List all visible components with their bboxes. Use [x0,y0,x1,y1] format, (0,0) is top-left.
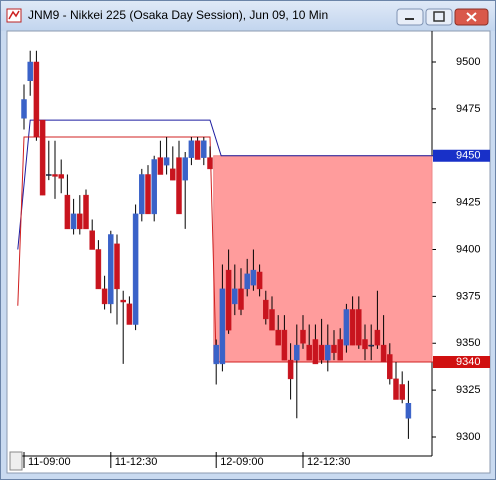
candle-body [374,329,381,346]
candle-body [83,194,89,230]
candle-body [405,403,412,419]
candle-body [52,174,58,177]
maximize-glyph [433,11,445,22]
candle-body [300,329,306,344]
plot: 9300 9325 9350 9375 9400 9425 9450 9475 9500 11-0… [17,50,490,468]
candle-body [337,339,343,361]
candle-body [64,194,71,230]
candle-body [306,344,312,361]
candle-body [188,140,195,158]
candle-body [157,157,164,175]
candle-body [139,174,145,215]
candle-body [325,344,331,361]
candle-body [349,309,356,346]
candle-body [368,344,374,347]
price-marker [433,149,490,162]
candle-body [213,344,219,365]
candle-body [244,273,250,290]
candle-body [145,174,151,215]
x-tick-label: 12-09:00 [220,456,263,468]
candle-body [207,157,213,170]
candle-body [126,303,133,325]
candle-body [132,213,139,325]
x-tick-label: 11-09:00 [28,456,71,468]
candle-body [101,288,108,305]
x-tick-label: 11-12:30 [115,456,158,468]
candle-body [58,174,64,179]
y-tick-label: 9300 [456,431,480,443]
candle-body [46,174,52,176]
y-tick-label: 9425 [456,197,480,209]
window-title: JNM9 - Nikkei 225 (Osaka Day Session), J… [28,8,328,22]
zone [213,155,433,363]
y-tick-label: 9350 [456,337,480,349]
close-glyph [466,12,477,22]
candle-body [362,339,368,350]
maximize-button[interactable] [425,8,453,26]
candle-body [77,213,83,230]
candle-body [33,61,40,138]
candle-body [225,269,232,331]
candle-body [70,213,77,230]
candle-body [163,157,170,166]
candle-body [250,269,257,286]
x-tick-label: 12-12:30 [307,456,350,468]
y-tick-label: 9400 [456,243,480,255]
y-tick-label: 9500 [456,56,480,68]
candle-body [256,271,263,290]
candle-body [170,168,176,181]
minimize-glyph [405,18,414,20]
candle-body [343,309,350,346]
candle-body [27,61,33,81]
candle-body [399,384,405,400]
app-icon-glyph [8,10,20,20]
candle-body [182,157,188,181]
candle-body [387,354,393,380]
candle-body [294,344,300,361]
candle-body [120,299,126,303]
price-marker [433,356,490,368]
candle-body [151,159,157,215]
candle-body [176,157,182,215]
price-marker-label: 9340 [456,356,480,368]
candle-body [318,344,325,361]
candle-body [232,288,238,305]
candle-body [201,140,207,158]
candle-body [312,339,319,365]
candle-body [269,309,275,331]
candle-body [238,288,244,310]
candle-body [95,249,102,290]
candle-body [114,243,120,290]
candle-body [281,329,288,361]
candle-body [89,230,95,250]
candle-body [393,378,399,400]
y-tick-label: 9325 [456,384,480,396]
y-tick-label: 9375 [456,290,480,302]
y-tick-label: 9475 [456,103,480,115]
candle-body [219,288,226,365]
candle-body [287,359,294,380]
candle-body [21,99,27,119]
candle-body [331,344,337,353]
candle-body [39,119,46,196]
candle-body [356,309,362,346]
scroll-box[interactable] [9,451,23,471]
price-marker-label: 9450 [456,150,480,162]
candle-body [194,140,201,160]
window-buttons[interactable] [396,8,489,26]
minimize-button[interactable] [396,8,424,26]
indicator-line [17,119,434,250]
candle-body [275,329,281,346]
candle-body [108,234,114,305]
candle-body [263,299,269,320]
candle-body [380,344,387,363]
